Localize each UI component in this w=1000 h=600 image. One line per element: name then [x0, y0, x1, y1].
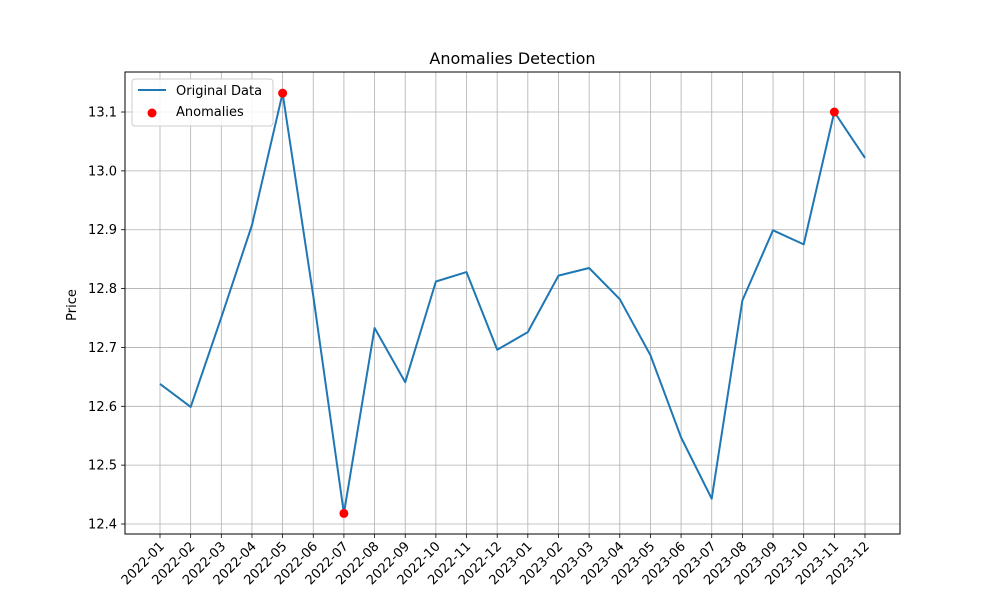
series-layer — [159, 92, 866, 515]
legend-label-anomalies: Anomalies — [176, 105, 244, 120]
chart-title: Anomalies Detection — [429, 49, 595, 68]
y-tick-label: 12.6 — [88, 400, 117, 415]
legend: Original Data Anomalies — [131, 78, 274, 127]
grid-lines — [125, 72, 900, 534]
legend-marker-swatch — [147, 108, 157, 118]
legend-label-original: Original Data — [176, 84, 262, 99]
series-line — [159, 92, 866, 515]
y-tick-label: 12.4 — [88, 517, 117, 532]
y-tick-label: 13.0 — [88, 164, 117, 179]
anomaly-point — [278, 88, 288, 98]
y-tick-label: 12.8 — [88, 282, 117, 297]
anomaly-points — [278, 88, 839, 518]
anomaly-point — [339, 508, 349, 518]
plot-frame — [124, 71, 901, 535]
y-axis-label: Price — [65, 289, 80, 321]
y-tick-label: 12.9 — [88, 223, 117, 238]
anomaly-point — [829, 107, 839, 117]
legend-box — [131, 78, 274, 127]
y-tick-label: 12.7 — [88, 341, 117, 356]
y-tick-label: 13.1 — [88, 106, 117, 121]
y-tick-label: 12.5 — [88, 459, 117, 474]
